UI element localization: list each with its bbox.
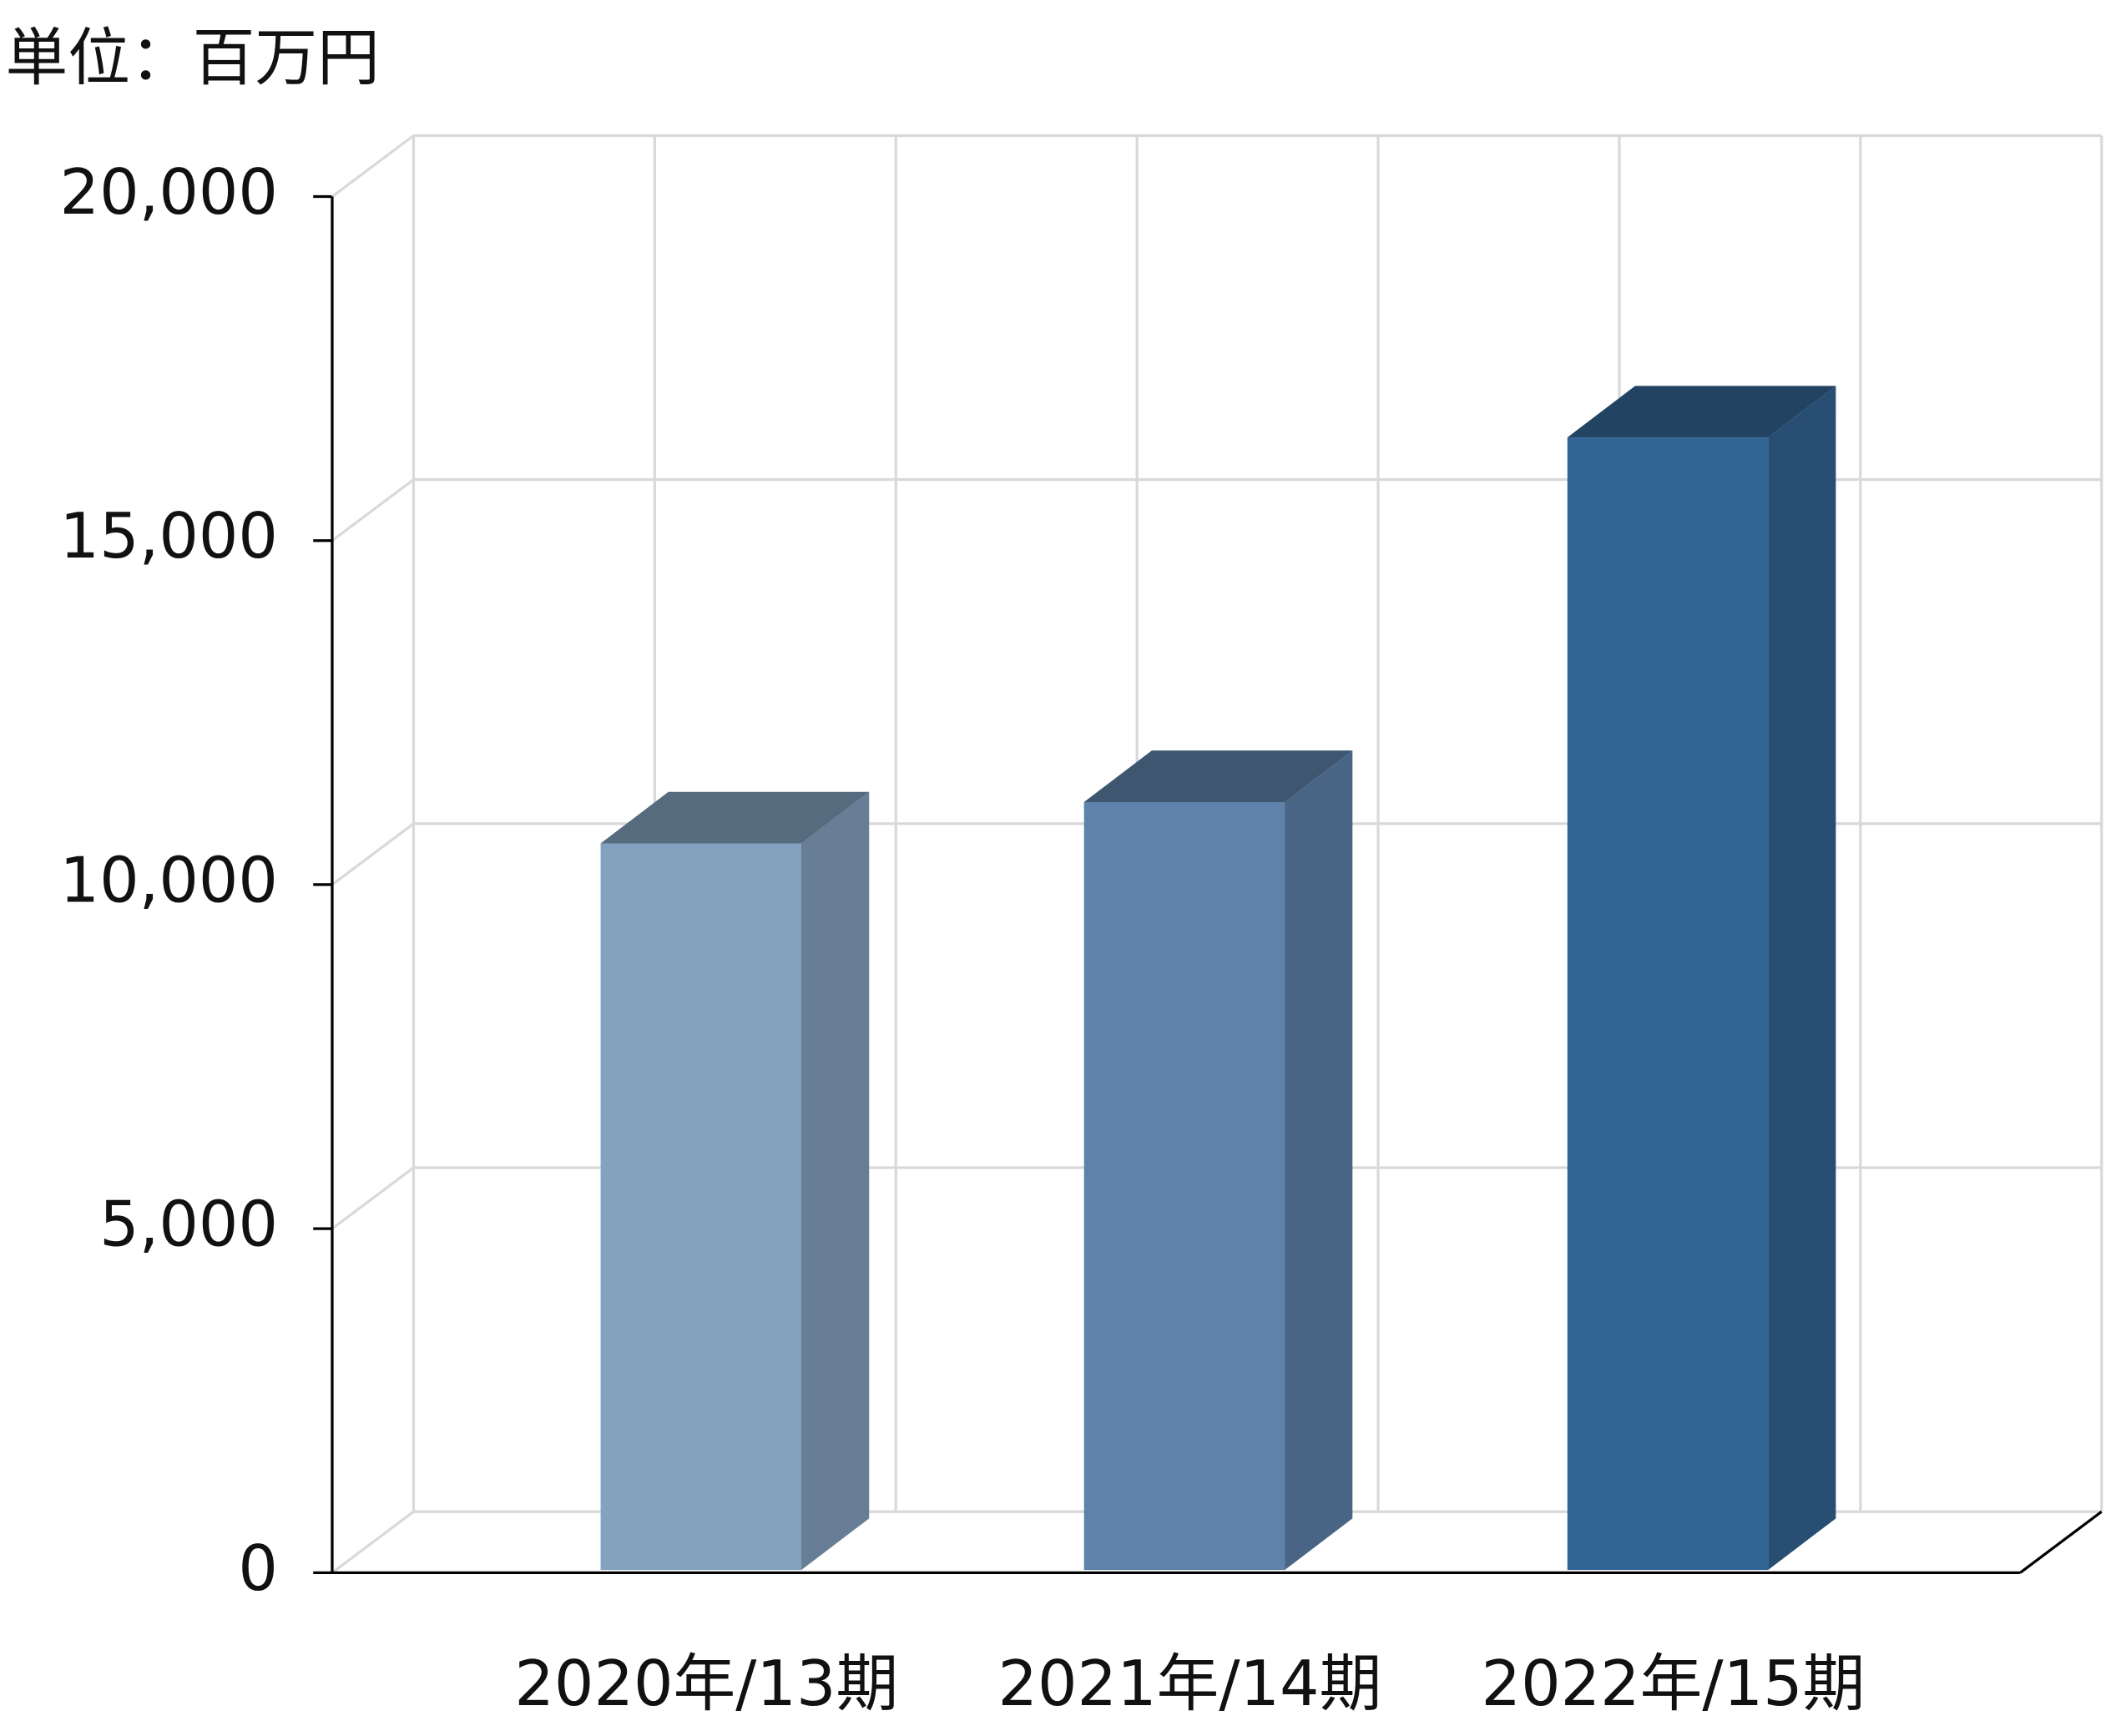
grid-line <box>331 1166 2102 1230</box>
bar-top <box>600 791 870 844</box>
x-tick-label: 2021年/14期 <box>997 1648 1381 1720</box>
floor <box>2019 1510 2103 1574</box>
bar-top <box>1083 750 1353 803</box>
bar-side <box>800 791 870 1571</box>
grid-line <box>331 478 2102 542</box>
y-tick-label: 20,000 <box>60 156 278 229</box>
bar <box>600 843 801 1571</box>
grid-line <box>331 1510 2102 1574</box>
x-tick-label: 2020年/13期 <box>514 1648 898 1720</box>
bar-side <box>1768 386 1836 1571</box>
y-tick-label: 10,000 <box>60 844 278 916</box>
y-tick-label: 5,000 <box>99 1188 278 1261</box>
y-tick-label: 15,000 <box>60 500 278 573</box>
bar-side <box>1285 750 1353 1571</box>
x-tick-label: 2022年/15期 <box>1482 1648 1866 1720</box>
bar <box>1083 802 1285 1571</box>
y-tick-label: 0 <box>238 1532 278 1605</box>
bar-top <box>1567 386 1836 438</box>
chart-title: 単位：百万円 <box>5 22 379 94</box>
grid-line <box>331 134 2102 198</box>
bar <box>1567 437 1769 1571</box>
grid-line <box>331 822 2102 886</box>
